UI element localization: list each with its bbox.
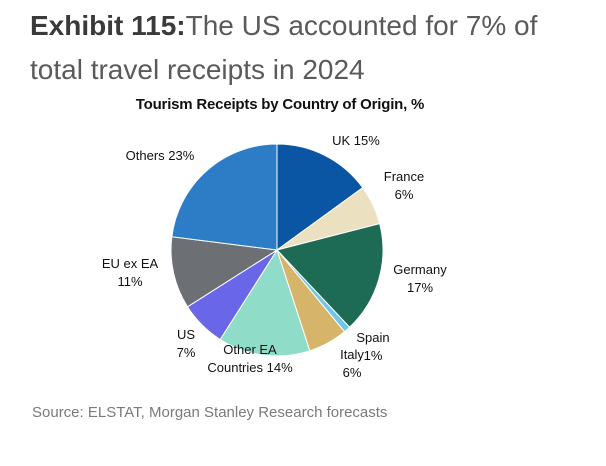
source-note: Source: ELSTAT, Morgan Stanley Research … xyxy=(32,404,388,421)
slice-label-eu-ex-ea: EU ex EA 11% xyxy=(102,256,159,289)
exhibit-number: Exhibit 115: xyxy=(30,10,186,41)
chart-title: Tourism Receipts by Country of Origin, % xyxy=(135,96,425,113)
slice-label-germany: Germany 17% xyxy=(393,262,447,295)
slice-label-uk: UK 15% xyxy=(332,133,380,148)
slice-label-spain: Spain 1% xyxy=(356,330,389,363)
slice-label-others: Others 23% xyxy=(126,148,195,163)
slice-label-france: France 6% xyxy=(384,169,424,202)
pie-slice-other-ea-countries xyxy=(219,248,311,357)
pie-slice-others xyxy=(171,143,278,251)
pie-slice-eu-ex-ea xyxy=(170,236,279,308)
exhibit-heading: Exhibit 115:The US accounted for 7% of t… xyxy=(30,4,590,92)
exhibit-headline: The US accounted for 7% of total travel … xyxy=(30,10,538,85)
pie-slice-germany xyxy=(276,223,384,328)
slice-label-italy: Italy 6% xyxy=(340,347,364,380)
slice-label-us: US 7% xyxy=(177,327,196,360)
slice-label-other-ea-countries: Other EA Countries 14% xyxy=(207,342,293,375)
pie-slice-uk xyxy=(276,143,364,251)
